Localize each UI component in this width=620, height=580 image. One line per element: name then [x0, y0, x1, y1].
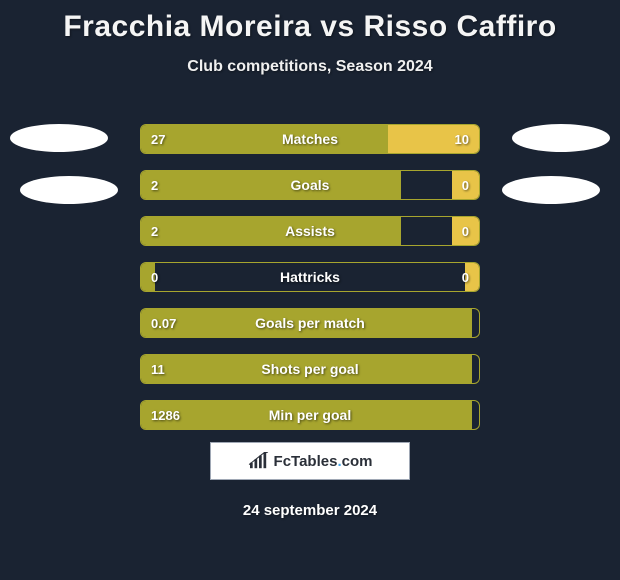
chart-icon [248, 452, 270, 470]
brand-text-post: com [342, 453, 373, 470]
stat-row: Assists20 [140, 216, 480, 246]
stat-row: Shots per goal11 [140, 354, 480, 384]
player-left-photo-1 [10, 124, 108, 152]
stat-bar-left [141, 125, 388, 153]
stat-bar-left [141, 217, 401, 245]
stat-bar-right [452, 217, 479, 245]
date-label: 24 september 2024 [0, 502, 620, 519]
page-title: Fracchia Moreira vs Risso Caffiro [0, 0, 620, 44]
stat-bar-left [141, 263, 155, 291]
stats-bars: Matches2710 Goals20 Assists20 Hattricks00 Go… [140, 124, 480, 446]
stat-bar-left [141, 355, 472, 383]
stat-row: Min per goal1286 [140, 400, 480, 430]
stat-row: Matches2710 [140, 124, 480, 154]
brand-text-pre: FcTables [274, 453, 338, 470]
stat-row: Hattricks00 [140, 262, 480, 292]
stat-bar-left [141, 171, 401, 199]
stat-bar-left [141, 401, 472, 429]
stat-bar-right [388, 125, 479, 153]
page-subtitle: Club competitions, Season 2024 [0, 58, 620, 76]
stat-row: Goals20 [140, 170, 480, 200]
stat-row: Goals per match0.07 [140, 308, 480, 338]
stat-bar-right [452, 171, 479, 199]
player-left-photo-2 [20, 176, 118, 204]
stat-label: Hattricks [141, 263, 479, 291]
player-right-photo-1 [512, 124, 610, 152]
player-right-photo-2 [502, 176, 600, 204]
stat-bar-right [465, 263, 479, 291]
stat-bar-left [141, 309, 472, 337]
brand-badge: FcTables.com [210, 442, 410, 480]
